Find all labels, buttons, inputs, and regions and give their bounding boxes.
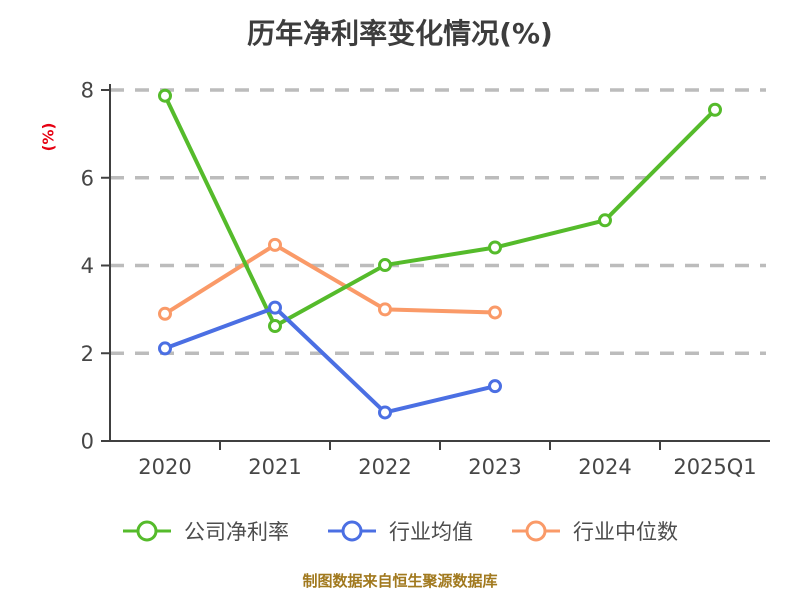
legend: 公司净利率 行业均值 行业中位数 [0, 516, 800, 546]
legend-marker-icon [512, 520, 560, 542]
svg-text:2: 2 [81, 342, 94, 366]
legend-label: 公司净利率 [184, 520, 289, 544]
legend-marker-icon [328, 520, 376, 542]
legend-marker-icon [123, 520, 171, 542]
svg-text:8: 8 [81, 79, 94, 103]
legend-item-industry-average: 行业均值 [327, 516, 473, 546]
legend-item-industry-median: 行业中位数 [511, 516, 678, 546]
legend-item-company-net-margin: 公司净利率 [122, 516, 289, 546]
svg-text:2024: 2024 [578, 455, 631, 479]
svg-text:2021: 2021 [248, 455, 301, 479]
svg-text:2023: 2023 [468, 455, 521, 479]
svg-text:2025Q1: 2025Q1 [673, 455, 756, 479]
svg-text:2022: 2022 [358, 455, 411, 479]
legend-label: 行业中位数 [573, 520, 678, 544]
plot-area: 0 2 4 6 8 2020 2021 2022 2023 2024 2025Q1 [81, 79, 770, 479]
svg-text:2020: 2020 [138, 455, 191, 479]
svg-text:6: 6 [81, 166, 94, 190]
svg-text:0: 0 [81, 430, 94, 454]
svg-text:4: 4 [81, 254, 94, 278]
legend-label: 行业均值 [389, 520, 473, 544]
data-source-note: 制图数据来自恒生聚源数据库 [302, 572, 498, 590]
chart-title: 历年净利率变化情况(%) [247, 17, 553, 50]
